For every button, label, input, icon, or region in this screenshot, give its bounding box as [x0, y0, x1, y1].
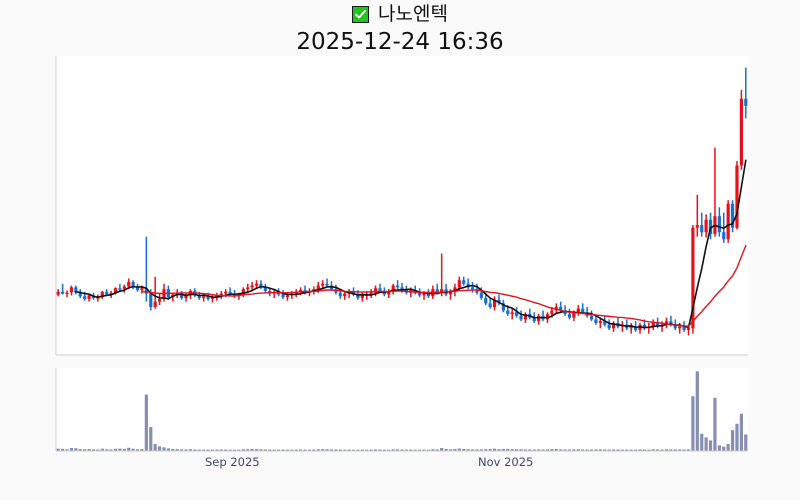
- date-tick-label: Sep 2025: [205, 455, 260, 469]
- price-panel-background: [56, 56, 748, 355]
- check-green-icon[interactable]: [352, 5, 370, 23]
- panel-frames: [55, 56, 748, 452]
- volume-panel-background: [56, 368, 748, 451]
- chart-header: 나노엔텍 2025-12-24 16:36: [0, 0, 800, 55]
- page-title: 나노엔텍: [378, 3, 448, 25]
- moving-average-long-line: [141, 244, 747, 327]
- chart-timestamp: 2025-12-24 16:36: [296, 29, 504, 55]
- title-row: 나노엔텍: [0, 0, 800, 28]
- moving-average-short-line: [75, 159, 747, 329]
- date-tick-label: Nov 2025: [478, 455, 534, 469]
- volume-bar-series: [56, 371, 748, 451]
